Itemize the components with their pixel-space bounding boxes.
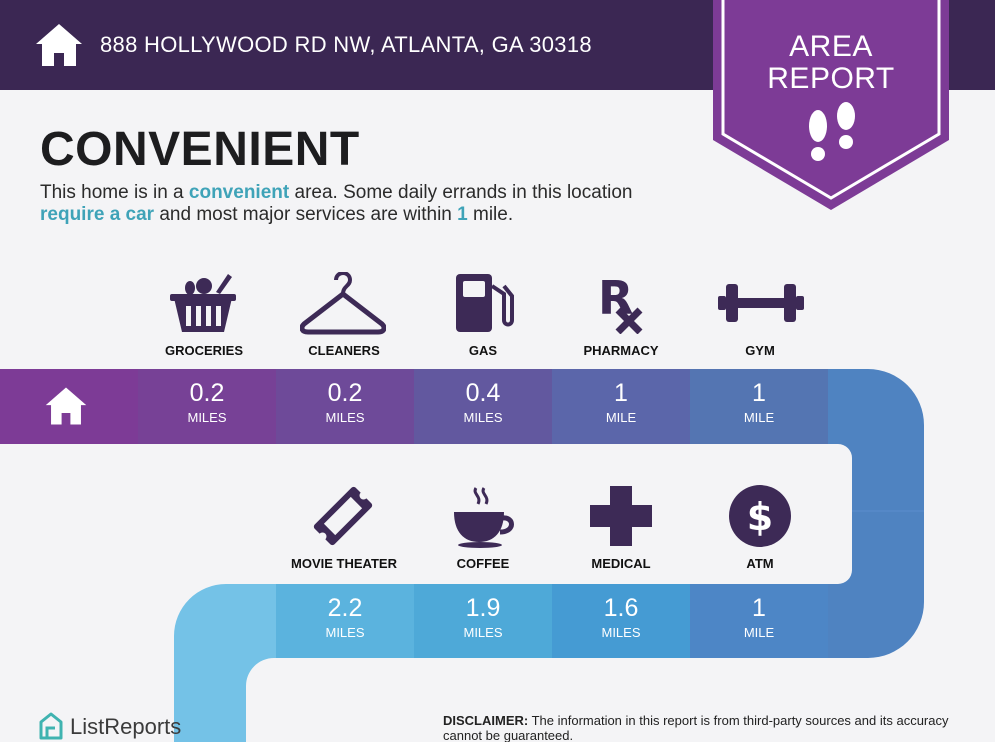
amenity-label-gas: GAS — [468, 343, 498, 358]
rx-icon: R — [598, 272, 643, 334]
summary-description: This home is in a convenient area. Some … — [40, 182, 633, 225]
amenity-label-movie-theater: MOVIE THEATER — [291, 556, 397, 571]
distance-pharmacy: 1 MILE — [605, 379, 637, 426]
distance-gas: 0.4 MILES — [463, 379, 503, 426]
grocery-basket-icon — [170, 274, 236, 332]
ticket-icon — [313, 486, 373, 546]
distance-coffee: 1.9 MILES — [463, 594, 503, 641]
svg-text:$: $ — [747, 495, 773, 539]
amenity-label-pharmacy: PHARMACY — [583, 343, 659, 358]
property-address: 888 HOLLYWOOD RD NW, ATLANTA, GA 30318 — [100, 32, 592, 57]
coffee-cup-icon — [454, 487, 514, 548]
dollar-icon: $ — [729, 485, 791, 547]
distance-atm: 1 MILE — [743, 594, 775, 641]
distance-groceries: 0.2 MILES — [187, 379, 227, 426]
amenity-label-coffee: COFFEE — [456, 556, 510, 571]
amenity-label-gym: GYM — [745, 343, 775, 358]
listreports-brand: ListReports — [70, 714, 182, 739]
convenience-rating: CONVENIENT — [40, 123, 360, 176]
distance-movie-theater: 2.2 MILES — [325, 594, 365, 641]
distance-cleaners: 0.2 MILES — [325, 379, 365, 426]
distance-gym: 1 MILE — [743, 379, 775, 426]
amenity-label-atm: ATM — [746, 556, 774, 571]
hanger-icon — [300, 272, 386, 335]
start-home-icon — [45, 387, 87, 425]
badge-title-line1: AREA — [789, 30, 873, 63]
amenity-label-groceries: GROCERIES — [164, 343, 243, 358]
dumbbell-icon — [718, 284, 804, 322]
area-report-badge — [713, 0, 949, 210]
disclaimer-text: DISCLAIMER: The information in this repo… — [443, 713, 949, 742]
amenity-label-cleaners: CLEANERS — [308, 343, 380, 358]
footprints-icon — [809, 102, 855, 161]
distance-medical: 1.6 MILES — [601, 594, 641, 641]
gas-pump-icon — [456, 274, 514, 332]
amenity-label-medical: MEDICAL — [591, 556, 651, 571]
home-icon — [36, 24, 82, 66]
medical-cross-icon — [590, 486, 652, 546]
badge-title-line2: REPORT — [767, 62, 895, 95]
listreports-logo-icon — [39, 712, 63, 740]
